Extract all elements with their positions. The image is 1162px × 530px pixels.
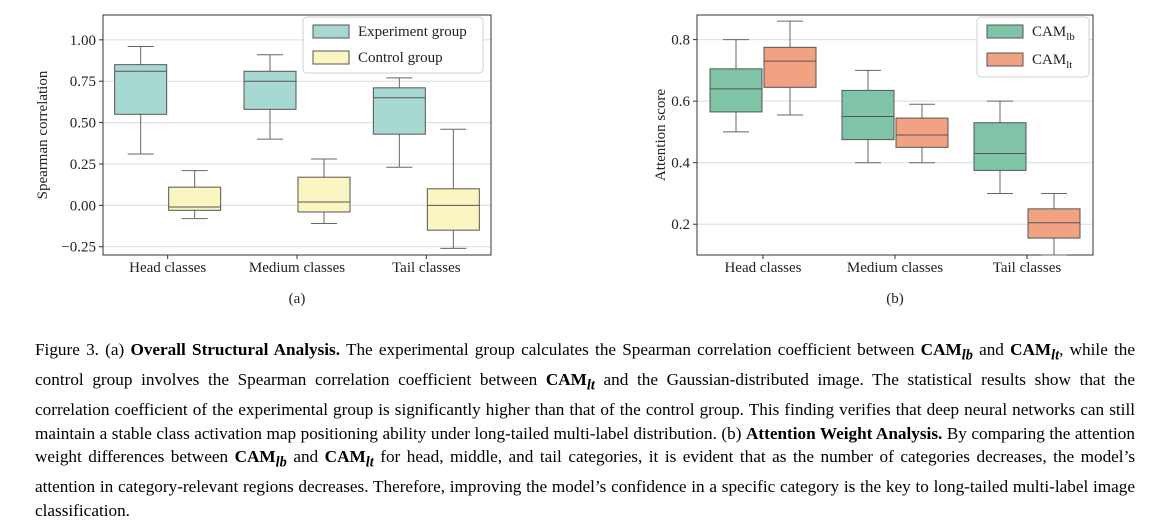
y-axis-label: Attention score [653,89,669,181]
legend-label: CAMlb [1032,24,1075,43]
box-body [709,68,763,113]
y-tick-label: −0.25 [61,240,96,256]
legend: Experiment group Control group [302,16,484,74]
caption-part-b-marker: (b) [721,423,742,443]
caption-text-6: and [293,447,319,467]
y-tick-label: 0.6 [671,94,690,110]
caption-symbol-cam-lt-2: CAMlt [545,370,595,394]
box-series1-0 [709,39,763,133]
x-tick-label: Tail classes [993,260,1062,276]
x-tick-label: Medium classes [847,260,943,276]
panel-label: (b) [886,291,904,307]
box-body [973,122,1027,171]
box-series2-2 [426,128,480,249]
caption-text-3: , while the control group involves the S… [35,340,1136,390]
caption-part-b-title: Attention Weight Analysis. [745,423,943,443]
y-tick-label: 1.00 [70,33,96,49]
box-series1-0 [114,45,168,155]
box-series1-2 [973,100,1027,194]
chart-panel-a: −0.25 0.00 0.25 0.50 0.75 1.00 Spearman correl… [35,14,492,307]
caption-text-1: The experimental group calculates the Sp… [345,340,915,359]
legend: CAMlb CAMlt [976,16,1090,78]
y-axis-label: Spearman correlation [35,70,51,199]
box-body [841,89,895,141]
caption-symbol-cam-lb-2: CAMlb [234,447,287,471]
chart-panel-b: 0.2 0.4 0.6 0.8 Attention score Head classes M… [653,14,1094,307]
legend-label: Experiment group [358,24,467,40]
caption-symbol-cam-lb-1: CAMlb [920,340,973,364]
box-body [243,70,297,110]
box-series2-1 [895,103,949,164]
legend-swatch [312,24,350,39]
caption-text-5: By comparing the attention weight differ… [35,423,1135,467]
box-series2-2 [1027,192,1081,256]
caption-text-2: and [979,340,1004,359]
caption-text-4: and the Gaussian-distributed image. The … [35,370,1135,443]
figure-caption: Figure 3. (a) Overall Structural Analysi… [35,338,1135,522]
box-body [297,176,351,213]
box-body [168,186,222,211]
box-body [372,87,426,135]
x-tick-label: Tail classes [392,260,461,276]
box-series1-1 [841,69,895,164]
box-series1-2 [372,77,426,168]
caption-part-a-marker: (a) [105,340,125,359]
caption-text-7: for head, middle, and tail categories, i… [35,447,1136,520]
box-body [1027,208,1081,239]
x-tick-label: Head classes [724,260,801,276]
legend-swatch [986,24,1024,39]
box-series2-0 [763,20,817,116]
box-body [114,64,168,115]
y-tick-label: 0.2 [671,217,690,233]
box-series2-1 [297,158,351,225]
box-body [426,188,480,231]
caption-part-a-title: Overall Structural Analysis. [130,340,341,359]
caption-symbol-cam-lt-1: CAMlt [1010,340,1060,364]
y-tick-label: 0.4 [671,156,690,172]
x-tick-label: Head classes [129,260,206,276]
legend-swatch [312,50,350,65]
y-tick-label: 0.25 [70,157,96,173]
y-tick-label: 0.75 [70,74,96,90]
x-tick-label: Medium classes [249,260,345,276]
box-body [895,117,949,148]
caption-figure-label: Figure 3. [35,340,99,359]
y-tick-label: 0.50 [70,116,96,132]
caption-symbol-cam-lt-3: CAMlt [324,447,374,471]
figure-charts: −0.25 0.00 0.25 0.50 0.75 1.00 Spearman correl… [35,14,1094,307]
box-body [763,46,817,88]
legend-label: CAMlt [1032,52,1072,71]
legend-label: Control group [358,50,443,66]
panel-label: (a) [289,291,306,307]
y-tick-label: 0.00 [70,198,96,214]
legend-swatch [986,52,1024,67]
box-series1-1 [243,54,297,140]
box-series2-0 [168,170,222,220]
y-tick-label: 0.8 [671,33,690,49]
